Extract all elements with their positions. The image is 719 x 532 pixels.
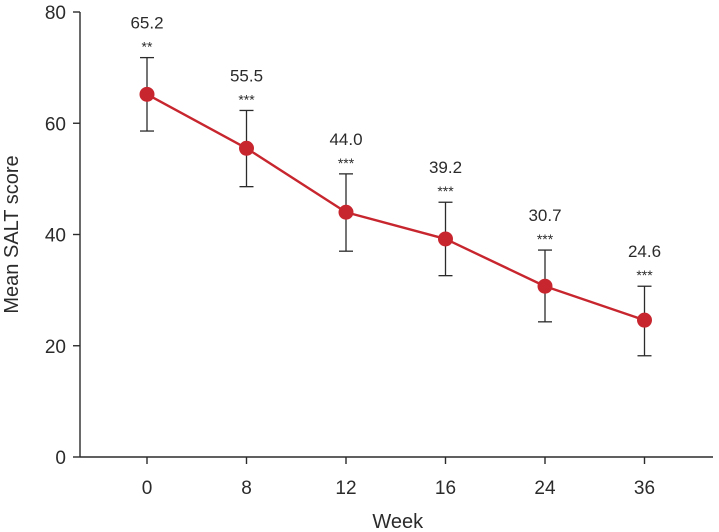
data-points <box>139 86 652 328</box>
x-tick-label: 16 <box>435 478 456 499</box>
data-point <box>438 231 453 247</box>
x-tick-label: 8 <box>241 478 252 499</box>
x-axis-ticks: 0 8 12 16 24 36 <box>142 457 655 499</box>
significance-label: *** <box>636 267 653 283</box>
significance-label: *** <box>437 183 454 199</box>
x-tick-label: 36 <box>634 478 655 499</box>
x-tick-label: 12 <box>335 478 356 499</box>
data-value-label: 65.2 <box>130 14 163 33</box>
x-tick-label: 0 <box>142 478 153 499</box>
axes: 0 20 40 60 80 0 8 12 16 24 36 Week Mean SALT scor… <box>1 3 713 532</box>
data-point <box>139 86 155 102</box>
y-axis-title: Mean SALT score <box>1 155 23 313</box>
data-point <box>239 140 254 156</box>
significance-label: *** <box>238 91 255 107</box>
data-value-label: 30.7 <box>528 206 561 225</box>
y-tick-label: 40 <box>45 226 66 247</box>
significance-label: *** <box>537 231 554 247</box>
data-point <box>537 278 553 294</box>
x-axis-title: Week <box>372 511 424 532</box>
data-value-label: 55.5 <box>230 66 263 85</box>
series-line-group <box>146 93 645 322</box>
y-tick-label: 80 <box>45 3 66 24</box>
y-axis-ticks: 0 20 40 60 80 <box>45 3 80 469</box>
data-point <box>338 204 354 220</box>
series-line <box>146 93 645 322</box>
data-value-label: 24.6 <box>628 242 661 261</box>
x-tick-label: 24 <box>534 478 556 499</box>
y-tick-label: 60 <box>45 114 66 135</box>
significance-label: ** <box>142 39 153 55</box>
y-tick-label: 0 <box>55 448 66 469</box>
significance-label: *** <box>338 155 355 171</box>
data-labels: ** 65.2 *** 55.5 *** 44.0 *** 39.2 *** 30.7 *** 24.… <box>130 14 661 284</box>
data-value-label: 39.2 <box>429 158 462 177</box>
error-bars <box>140 56 652 357</box>
data-value-label: 44.0 <box>329 130 362 149</box>
data-point <box>637 312 652 328</box>
y-tick-label: 20 <box>45 337 66 358</box>
